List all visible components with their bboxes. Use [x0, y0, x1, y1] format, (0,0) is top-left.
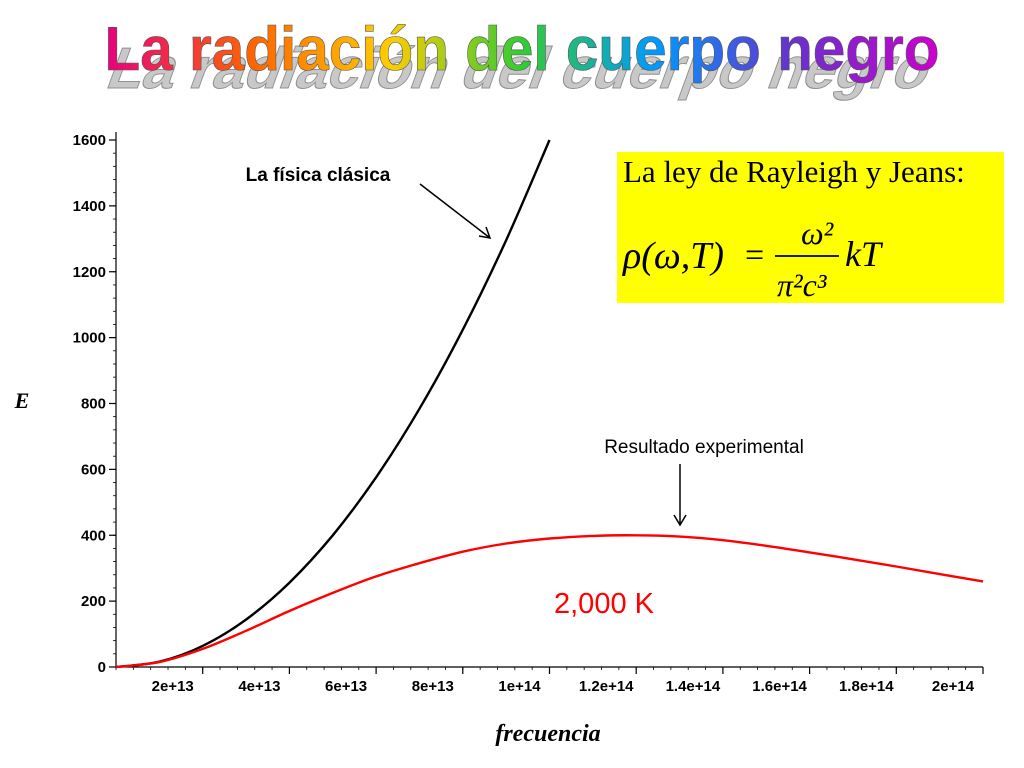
formula-equation: ρ(ω,T) = ω² π²c³ kT [622, 215, 884, 303]
y-tick-label: 1200 [73, 264, 106, 281]
temperature-label: 2,000 K [554, 588, 655, 620]
x-tick-label: 4e+13 [238, 678, 280, 695]
title-text: La radiación del cuerpo negro [105, 15, 940, 84]
title-shadow: La radiación del cuerpo negro [99, 36, 943, 101]
experimental-arrowhead [673, 514, 687, 527]
x-tick-label: 1.4e+14 [666, 678, 721, 695]
x-tick-label: 1e+14 [498, 678, 541, 695]
y-tick-label: 0 [98, 659, 106, 676]
x-tick-label: 2e+14 [932, 678, 975, 695]
formula-numerator: ω² [801, 215, 835, 251]
x-tick-label: 1.2e+14 [579, 678, 634, 695]
y-axis-label: E [14, 388, 30, 413]
y-tick-label: 1400 [73, 198, 106, 215]
slide-title: La radiación del cuerpo negro La radiaci… [99, 15, 944, 101]
experimental-curve [115, 534, 984, 669]
y-tick-label: 600 [81, 461, 106, 478]
curves [115, 139, 984, 669]
x-tick-label: 8e+13 [412, 678, 454, 695]
tick-group: 0 200 400 600 800 1000 1200 1400 1600 2e+13 4e+13 6… [73, 132, 984, 695]
y-tick-label: 200 [81, 593, 106, 610]
y-tick-label: 800 [81, 396, 106, 413]
classical-arrowhead [478, 226, 492, 239]
x-tick-label: 6e+13 [325, 678, 367, 695]
x-tick-label: 1.8e+14 [839, 678, 894, 695]
y-tick-label: 1600 [73, 132, 106, 149]
x-tick-label: 1.6e+14 [752, 678, 807, 695]
classical-label: La física clásica [246, 165, 391, 186]
formula-box: La ley de Rayleigh y Jeans: ρ(ω,T) = ω² … [617, 152, 1004, 303]
formula-denominator: π²c³ [777, 267, 827, 303]
formula-equals: = [745, 237, 764, 274]
experimental-label: Resultado experimental [604, 437, 804, 458]
y-tick-label: 400 [81, 527, 106, 544]
formula-heading: La ley de Rayleigh y Jeans: [623, 154, 965, 189]
y-tick-label: 1000 [73, 330, 106, 347]
formula-factor: kT [845, 234, 884, 274]
formula-lhs: ρ(ω,T) [622, 235, 724, 277]
classical-arrow [419, 183, 491, 239]
x-tick-label: 2e+13 [152, 678, 194, 695]
classical-curve [115, 139, 551, 669]
x-axis-label: frecuencia [495, 721, 600, 747]
